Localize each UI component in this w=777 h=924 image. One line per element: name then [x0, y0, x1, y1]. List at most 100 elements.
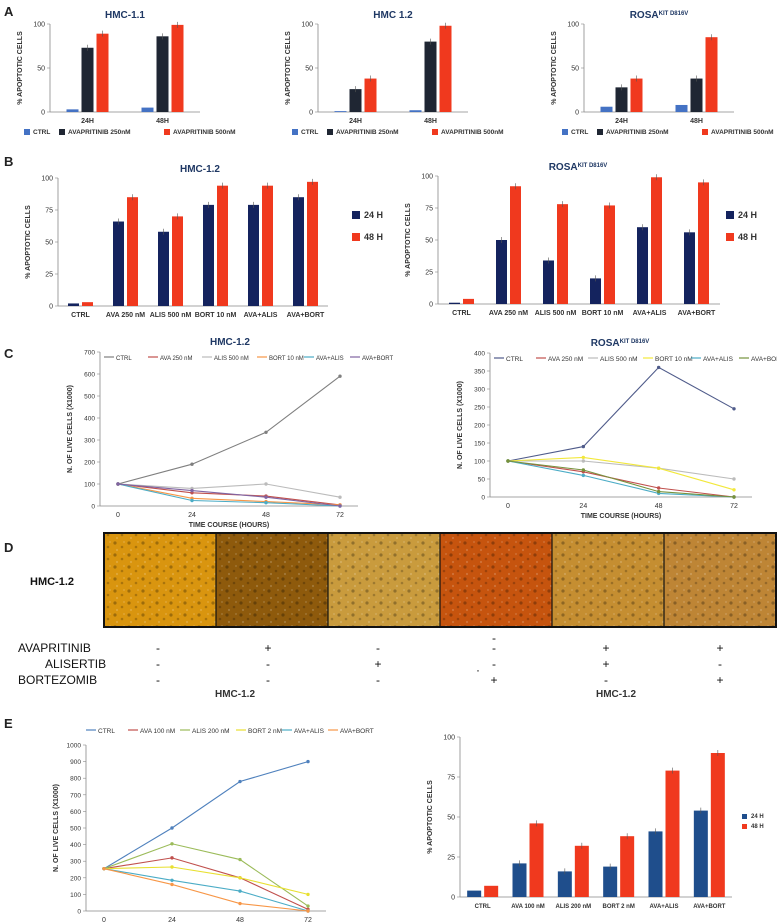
bar-b1-24-h-0 — [68, 303, 79, 306]
series-line-ava-100-nm — [103, 857, 309, 910]
bar-e2-48-h-0 — [484, 885, 499, 897]
treatment-label-bortezomib: BORTEZOMIB — [18, 673, 97, 687]
data-point — [264, 430, 268, 434]
y-axis-title: N. OF LIVE CELLS (X1000) — [53, 784, 60, 872]
series-line-ava-bort — [117, 483, 341, 507]
x-tick-label: AVA+BORT — [693, 904, 726, 910]
y-tick-label: 50 — [425, 238, 433, 245]
data-point — [306, 909, 310, 913]
y-tick-label: 75 — [45, 208, 53, 215]
bar-b2-48-h-0 — [463, 298, 474, 304]
bar-b2-24-h-2 — [543, 260, 554, 304]
data-point — [732, 407, 736, 411]
micrograph-tiles — [103, 533, 776, 627]
legend-label: 48 H — [364, 232, 383, 242]
chart-title-b2: ROSAKIT D816V — [549, 162, 608, 173]
x-tick-label: 72 — [336, 512, 344, 519]
treatment-sign: - — [376, 673, 380, 687]
y-tick-label: 75 — [447, 775, 455, 782]
data-point — [238, 901, 242, 906]
bar-b1-48-h-0 — [82, 302, 93, 306]
bar-a2-ctrl-0 — [334, 111, 347, 112]
data-point — [656, 466, 661, 470]
data-point — [581, 473, 586, 478]
bar-a1-ctrl-0 — [66, 109, 79, 112]
bar-b1-24-h-4 — [248, 204, 259, 306]
y-tick-label: 300 — [474, 387, 485, 394]
x-tick-label: 72 — [304, 917, 312, 924]
y-tick-label: 0 — [575, 110, 579, 117]
bar-e2-48-h-2 — [574, 845, 589, 897]
data-point — [190, 498, 194, 503]
legend-swatch — [164, 129, 170, 135]
x-tick-label: BORT 10 nM — [582, 310, 624, 317]
chart-title-a1: HMC-1.1 — [105, 10, 145, 21]
bar-b2-24-h-4 — [637, 227, 648, 304]
x-tick-label: 24H — [615, 118, 628, 125]
bar-b2-48-h-4 — [651, 177, 662, 304]
data-point — [238, 876, 242, 880]
bar-b2-24-h-0 — [449, 302, 460, 304]
treatment-sign: - — [266, 657, 270, 671]
x-tick-label: BORT 10 nM — [195, 312, 237, 319]
data-point — [581, 468, 586, 472]
micrograph-cell-texture — [664, 533, 776, 627]
data-point — [102, 866, 106, 871]
data-point — [170, 865, 174, 869]
y-axis-title: % APOPTOTIC CELLS — [427, 780, 434, 854]
bar-a1-avapritinib-500nm-1 — [171, 24, 184, 113]
y-tick-label: 0 — [309, 110, 313, 117]
x-tick-label: AVA 100 nM — [511, 904, 545, 910]
x-tick-label: CTRL — [71, 312, 90, 319]
treatment-sign: + — [264, 641, 271, 655]
treatment-sign: - — [266, 673, 270, 687]
data-point — [306, 759, 310, 764]
bar-a2-ctrl-1 — [409, 110, 422, 112]
legend-c1: CTRL AVA 250 nM ALIS 500 nM BORT 10 nM AVA+A… — [104, 356, 394, 362]
y-tick-label: 50 — [305, 66, 313, 73]
series-line-ava-bort — [507, 460, 735, 498]
micrograph-cell-texture — [440, 533, 552, 627]
x-tick-label: 72 — [730, 503, 738, 510]
y-tick-label: 400 — [474, 351, 485, 358]
data-point — [170, 882, 174, 887]
data-point — [581, 444, 586, 449]
legend-label: 24 H — [364, 210, 383, 220]
x-tick-label: 24H — [349, 118, 362, 125]
legend-e2: 24 H 48 H — [742, 814, 764, 830]
y-tick-label: 0 — [481, 495, 485, 502]
chart-c1-hmc12-growth: HMC-1.2 0 100 200 300 400 500 600 700 N. OF LIVE … — [67, 337, 358, 529]
y-tick-label: 0 — [91, 504, 95, 511]
data-point — [170, 826, 174, 830]
treatment-sign: + — [374, 657, 381, 671]
chart-b2-rosa: ROSAKIT D816V 0 25 50 75 100 % APOPTOTIC CELLS… — [405, 162, 720, 317]
x-tick-label: 24 — [168, 917, 176, 924]
y-tick-label: 500 — [70, 826, 81, 833]
x-tick-label: AVA+BORT — [678, 310, 716, 317]
x-tick-label: 48H — [156, 118, 169, 125]
treatment-label-avapritinib: AVAPRITINIB — [18, 641, 91, 655]
treatment-sign: + — [716, 641, 723, 655]
legend-label: BORT 2 nM — [248, 728, 282, 735]
bar-b2-24-h-3 — [590, 278, 601, 304]
x-tick-label: AVA+BORT — [287, 312, 325, 319]
y-tick-label: 100 — [33, 22, 45, 29]
y-tick-label: 200 — [84, 460, 95, 467]
y-tick-label: 300 — [70, 859, 81, 866]
x-tick-label: AVA+ALIS — [633, 310, 667, 317]
chart-title-a3: ROSAKIT D816V — [630, 10, 689, 21]
legend-label: AVA+BORT — [751, 356, 777, 363]
series-line-ava-alis — [103, 868, 309, 912]
chart-e1-growth: 0 100 200 300 400 500 600 700 800 900 1000 N. OF LI… — [53, 743, 326, 924]
chart-title-a2: HMC 1.2 — [373, 10, 413, 21]
y-tick-label: 100 — [41, 176, 53, 183]
x-tick-label: 0 — [102, 917, 106, 924]
legend-swatch — [726, 211, 734, 219]
bar-e2-24-h-0 — [467, 890, 482, 897]
legend-label: CTRL — [301, 129, 318, 136]
x-tick-label: ALIS 200 nM — [555, 904, 591, 910]
legend-label: 48 H — [751, 824, 764, 830]
x-tick-label: 0 — [506, 503, 510, 510]
micrograph-cell-texture — [552, 533, 664, 627]
